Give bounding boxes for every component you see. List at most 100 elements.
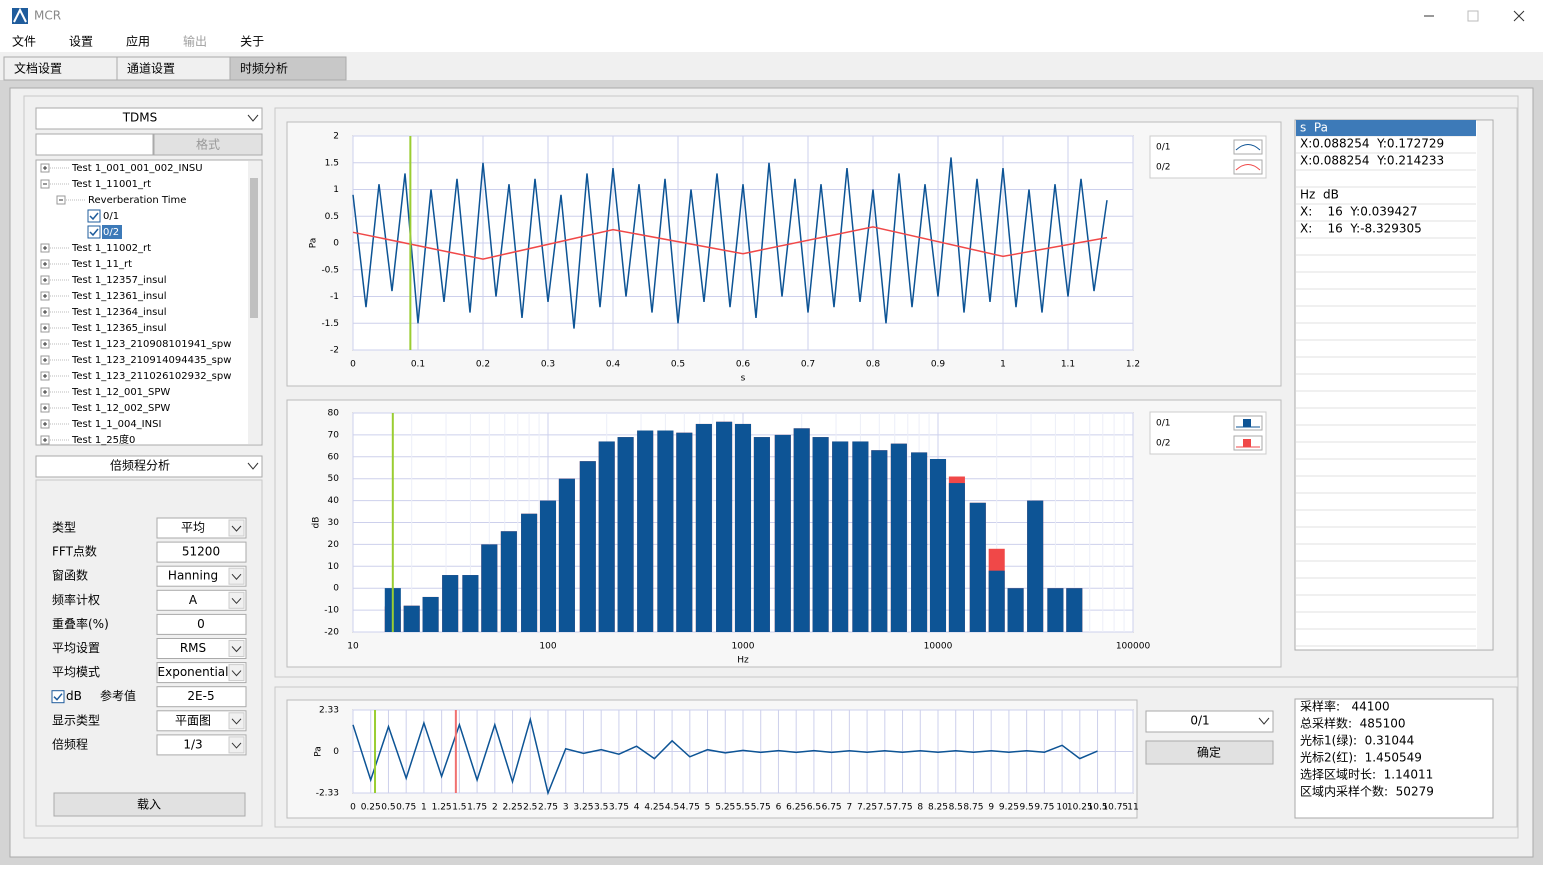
y-tick-label: 10	[328, 562, 340, 572]
channel-select[interactable]	[1145, 710, 1274, 733]
form-label: 窗函数	[52, 568, 88, 583]
legend-swatch	[1235, 144, 1261, 151]
form-select[interactable]	[156, 565, 247, 587]
maximize[interactable]	[1467, 10, 1479, 22]
menu-item[interactable]: 应用	[126, 34, 150, 49]
x-tick-label: 8	[917, 803, 923, 813]
y-tick-label: -2	[330, 346, 339, 356]
tree-item[interactable]: Test 1_12_002_SPW	[71, 403, 170, 414]
form-label: 类型	[52, 521, 76, 535]
x-tick-label: 1	[1000, 360, 1006, 370]
legend-swatch	[1243, 439, 1251, 447]
x-tick-label: 11	[1127, 803, 1138, 813]
tree-item[interactable]: Test 1_11002_rt	[71, 243, 151, 254]
readout-row: X: 16 Y:-8.329305	[1300, 222, 1422, 236]
menu-item[interactable]: 设置	[69, 35, 93, 49]
tree-scroll-thumb[interactable]	[250, 178, 258, 318]
tree-item[interactable]: Test 1_11_rt	[71, 259, 132, 270]
x-tick-label: 7.75	[893, 803, 913, 813]
readout-row: X: 16 Y:0.039427	[1300, 205, 1417, 219]
checkmark	[53, 693, 63, 701]
form-label: 参考值	[100, 688, 136, 703]
x-tick-label: 1000	[732, 642, 755, 652]
bar	[403, 605, 420, 632]
menu-item[interactable]: 文件	[12, 34, 36, 49]
info-line: 总采样数: 485100	[1300, 716, 1405, 731]
tree-item[interactable]: Test 1_12357_insul	[71, 275, 167, 286]
form-select[interactable]	[156, 734, 247, 756]
load-button[interactable]	[53, 792, 246, 817]
tree-item[interactable]: Test 1_12361_insul	[71, 291, 167, 302]
x-tick-label: 9	[988, 803, 994, 813]
x-tick-label: 0.2	[476, 360, 490, 370]
source-select[interactable]	[35, 107, 263, 130]
format-button[interactable]	[153, 133, 263, 156]
form-input[interactable]	[156, 613, 247, 635]
tree-item[interactable]: Test 1_123_210908101941_spw	[71, 339, 231, 350]
form-label: 频率计权	[52, 592, 100, 607]
checkbox[interactable]	[51, 690, 65, 704]
form-input[interactable]	[156, 541, 247, 563]
tree-item[interactable]: Test 1_001_001_002_INSU	[71, 163, 203, 174]
y-tick-label: 1	[333, 185, 339, 195]
form-select[interactable]	[156, 638, 247, 659]
tree-item[interactable]: Test 1_12365_insul	[71, 323, 167, 334]
tree-item[interactable]: Test 1_11001_rt	[71, 179, 151, 190]
menu-item[interactable]: 输出	[183, 34, 207, 49]
y-tick-label: 60	[328, 452, 340, 462]
menu-item[interactable]: 关于	[240, 35, 264, 49]
tab[interactable]	[229, 56, 347, 81]
x-tick-label: 5.25	[715, 803, 735, 813]
confirm-button[interactable]	[1145, 740, 1274, 765]
analysis-select[interactable]	[35, 455, 263, 478]
tree-item[interactable]: 0/1	[103, 211, 119, 222]
menu-bar	[0, 32, 1543, 52]
form-label: 平均设置	[52, 641, 100, 655]
info-line: 选择区域时长: 1.14011	[1300, 768, 1433, 782]
tree-item[interactable]: Test 1_25度0	[71, 433, 135, 446]
form-value: 0	[197, 617, 205, 631]
readout-row: s Pa	[1300, 121, 1328, 135]
readout-scrollbar[interactable]	[1477, 121, 1492, 649]
tree-item[interactable]: Test 1_123_210914094435_spw	[71, 355, 231, 366]
x-tick-label: 2	[492, 803, 498, 813]
form-value: A	[189, 593, 198, 607]
bar	[774, 434, 791, 632]
tree-item[interactable]: Reverberation Time	[88, 195, 186, 206]
x-tick-label: 1.75	[467, 803, 487, 813]
select-button	[228, 664, 245, 682]
tree-item[interactable]: Test 1_12364_insul	[71, 307, 167, 318]
form-select[interactable]	[156, 662, 247, 684]
y-tick-label: 40	[328, 496, 340, 506]
form-select[interactable]	[156, 710, 247, 732]
bar	[657, 430, 674, 632]
bar	[462, 575, 479, 632]
tree-item[interactable]: Test 1_123_211026102932_spw	[71, 371, 231, 382]
dropdown-arrow	[231, 525, 242, 532]
tree-item[interactable]: 0/2	[103, 227, 119, 238]
y-tick-label: 0	[333, 747, 339, 757]
x-tick-label: 10.75	[1102, 803, 1128, 813]
tree-checkbox[interactable]	[87, 225, 101, 239]
channel-select-value: 0/1	[1190, 714, 1209, 728]
form-select[interactable]	[156, 589, 247, 611]
bar	[753, 437, 770, 632]
tree-checkbox[interactable]	[87, 209, 101, 223]
readout-header	[1296, 120, 1476, 136]
x-tick-label: 1.2	[1126, 360, 1140, 370]
form-input[interactable]	[156, 686, 247, 708]
bar	[1027, 500, 1044, 632]
tree-item[interactable]: Test 1_1_004_INSI	[71, 419, 161, 430]
tree-item[interactable]: Test 1_12_001_SPW	[71, 387, 170, 398]
close[interactable]	[1513, 10, 1525, 22]
bar	[871, 450, 888, 632]
y-tick-label: 0	[333, 584, 339, 594]
x-tick-label: 100	[539, 642, 556, 652]
x-tick-label: 2.75	[538, 803, 558, 813]
form-select[interactable]	[156, 517, 247, 539]
format-input[interactable]	[35, 133, 154, 156]
x-tick-label: 9.75	[1034, 803, 1054, 813]
confirm-button-label: 确定	[1197, 745, 1221, 760]
form-value: Hanning	[168, 569, 218, 583]
